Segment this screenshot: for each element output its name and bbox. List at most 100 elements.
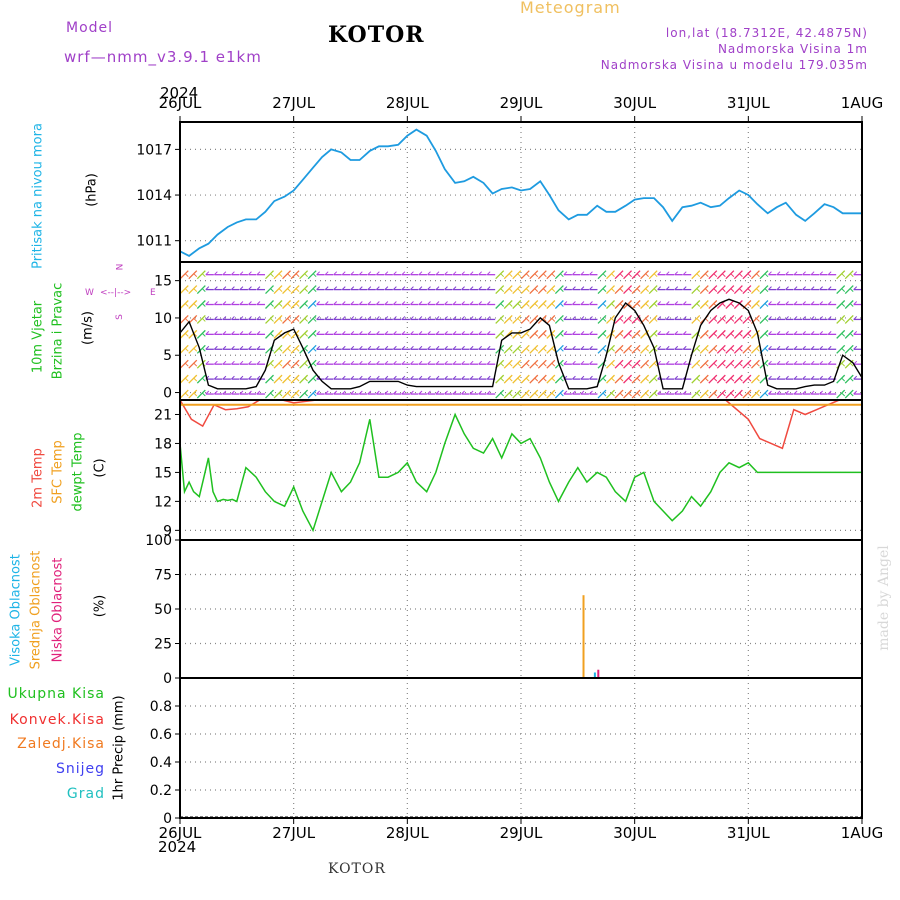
wind-barb-flag [713, 273, 718, 278]
wind-barb [188, 285, 198, 295]
wind-barb-flag [435, 301, 440, 305]
wind-barb-flag [461, 360, 465, 365]
wind-barb [307, 314, 317, 324]
wind-barb-flag [713, 333, 718, 337]
wind-barb-flag [619, 318, 624, 322]
wind-barb-flag [572, 286, 576, 290]
wind-barb [606, 285, 615, 295]
wind-barb [179, 270, 189, 280]
wind-barb [520, 300, 530, 309]
wind-barb-flag [776, 301, 781, 305]
wind-barb [520, 359, 530, 369]
wind-barb-flag [205, 390, 210, 395]
wind-barb-flag [819, 390, 823, 395]
wind-barb-flag [563, 286, 568, 290]
wind-barb-flag [674, 345, 679, 350]
wind-barb-flag [776, 331, 781, 335]
wind-barb-flag [704, 273, 709, 278]
wind-barb-flag [508, 377, 513, 382]
wind-barb-flag [747, 362, 752, 367]
wind-barb-flag [350, 286, 355, 290]
y-tick-label: 50 [154, 602, 172, 618]
wind-barb [742, 329, 752, 339]
wind-barb-flag [469, 345, 474, 350]
wind-barb-flag [508, 318, 513, 322]
wind-barb [537, 285, 547, 295]
wind-barb-flag [304, 362, 308, 367]
wind-barb-flag [358, 271, 363, 276]
wind-barb-flag [287, 288, 291, 292]
wind-barb-flag [461, 331, 465, 335]
wind-barb-flag [500, 303, 505, 307]
wind-barb-flag [222, 286, 227, 290]
wind-barb [597, 344, 607, 354]
wind-barb-flag [747, 288, 752, 292]
wind-barb-flag [410, 316, 414, 320]
wind-barb-flag [827, 271, 832, 276]
wind-barb-flag [452, 360, 457, 365]
wind-barb [290, 359, 300, 369]
wind-barb-flag [551, 303, 556, 307]
wind-barb-flag [256, 390, 261, 395]
wind-barb-flag [713, 318, 718, 322]
wind-barb-flag [730, 318, 735, 322]
wind-barb-flag [636, 318, 641, 322]
wind-barb-flag [508, 273, 513, 278]
wind-barb-flag [542, 318, 547, 322]
wind-barb-flag [222, 331, 227, 335]
date-label-top: 29JUL [500, 94, 543, 112]
wind-barb-flag [704, 303, 709, 307]
wind-barb-flag [810, 345, 815, 350]
wind-barb-flag [739, 362, 743, 367]
wind-barb-flag [657, 345, 662, 350]
wind-barb-flag [819, 286, 823, 290]
wind-barb-flag [324, 286, 329, 290]
wind-barb [844, 389, 854, 399]
wind-barb-flag [764, 392, 769, 397]
wind-barb [614, 329, 624, 339]
wind-barb [512, 389, 522, 399]
wind-barb-flag [287, 273, 291, 278]
wind-barb-flag [682, 271, 687, 276]
wind-barb-flag [278, 318, 283, 322]
wind-barb-flag [401, 286, 406, 290]
wind-barb-flag [739, 318, 743, 322]
wind-barb-flag [785, 301, 789, 305]
wind-barb [495, 374, 505, 384]
wind-barb [512, 329, 522, 339]
wind-barb [495, 329, 505, 339]
wind-barb [733, 344, 743, 354]
wind-barb-flag [435, 316, 440, 320]
wind-barb-flag [730, 303, 735, 307]
wind-barb [554, 374, 564, 384]
wind-barb-flag [201, 347, 206, 352]
wind-barb-flag [410, 286, 414, 290]
wind-barb-flag [214, 286, 218, 290]
wind-barb-flag [560, 288, 564, 292]
lonlat-label: lon,lat (18.7312E, 42.4875N) [665, 26, 868, 40]
wind-barb [290, 374, 300, 384]
wind-barb-flag [316, 316, 321, 320]
wind-barb-flag [841, 347, 846, 352]
wind-barb-flag [287, 377, 291, 382]
wind-barb-flag [589, 331, 593, 335]
wind-barb-flag [563, 390, 568, 395]
wind-barb-flag [401, 331, 406, 335]
wind-barb-flag [853, 301, 858, 305]
wind-barb-flag [628, 333, 632, 337]
wind-barb-flag [295, 318, 300, 322]
wind-barb-flag [278, 288, 283, 292]
wind-barb-flag [776, 316, 781, 320]
wind-barb-flag [653, 273, 658, 278]
wind-barb [836, 300, 846, 309]
wind-barb-flag [721, 273, 726, 278]
wind-barb-flag [508, 362, 513, 367]
wind-barb [844, 374, 854, 384]
wind-barb [282, 270, 292, 280]
wind-barb [844, 270, 854, 280]
wind-barb-flag [231, 271, 235, 276]
wind-barb [725, 344, 735, 354]
wind-barb [631, 374, 641, 384]
wind-barb-flag [427, 390, 431, 395]
